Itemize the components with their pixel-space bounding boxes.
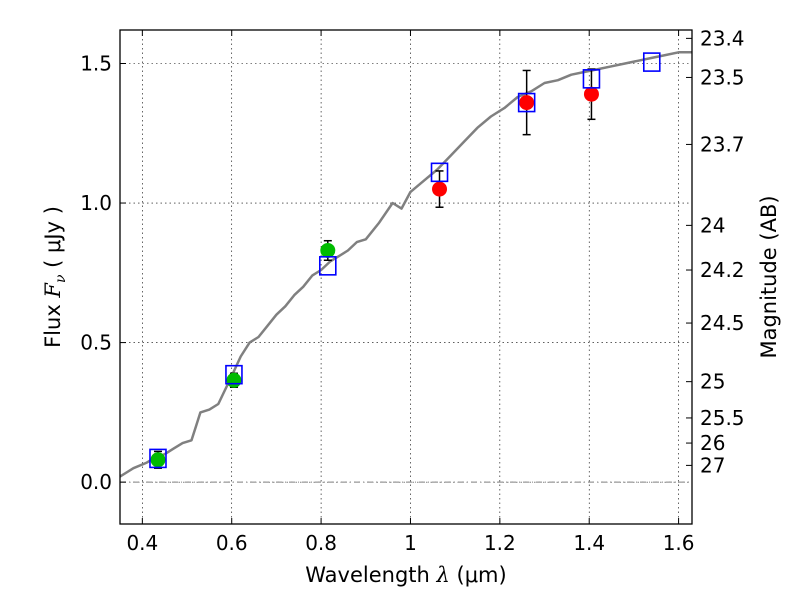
y2-tick-label-1: 23.5 (700, 65, 745, 89)
sed-curve (119, 51, 692, 478)
model-square-0 (149, 448, 167, 469)
y2-tick-label-3: 24 (700, 213, 725, 237)
point-red-0 (432, 181, 448, 197)
ticks (120, 30, 692, 524)
x-tick-label-4: 1.2 (484, 531, 516, 555)
plot-frame (119, 29, 693, 525)
y-tick-label-2: 1.0 (80, 191, 112, 215)
model-square-4 (517, 92, 536, 113)
x-axis-label-suffix: (μm) (450, 563, 507, 587)
y2-tick-label-6: 25 (700, 370, 725, 394)
model-square-5 (582, 69, 601, 89)
y-axis-label-prefix: Flux (41, 298, 65, 348)
y-tick-labels: 0.0 0.5 1.0 1.5 (80, 51, 112, 494)
point-green-1 (226, 372, 242, 388)
x-tick-label-3: 1 (404, 531, 417, 555)
model-square-2 (318, 256, 337, 276)
model-square-6 (642, 52, 661, 72)
y-tick-label-1: 0.5 (80, 331, 112, 355)
x-tick-label-5: 1.4 (573, 531, 605, 555)
y2-tick-label-7: 25.5 (700, 406, 745, 430)
y-tick-label-0: 0.0 (80, 470, 112, 494)
x-axis-label-prefix: Wavelength (305, 563, 436, 587)
point-green-0 (150, 452, 166, 468)
grid (120, 30, 692, 524)
x-tick-labels: 0.4 0.6 0.8 1 1.2 1.4 1.6 (126, 531, 694, 555)
x-axis-label: Wavelength λ (μm) (305, 563, 506, 587)
x-axis-label-symbol: λ (436, 563, 450, 587)
x-tick-label-0: 0.4 (126, 531, 158, 555)
y-axis-label-suffix: ( μJy ) (41, 206, 65, 274)
y2-tick-label-8: 26 (700, 431, 725, 455)
y2-tick-label-0: 23.4 (700, 26, 745, 50)
data-points (150, 86, 599, 468)
x-tick-label-2: 0.8 (305, 531, 337, 555)
y2-axis-label: Magnitude (AB) (757, 195, 781, 358)
point-red-1 (519, 95, 535, 111)
model-square-3 (430, 162, 449, 183)
x-tick-label-6: 1.6 (663, 531, 695, 555)
y-axis-label-subscript: ν (53, 274, 69, 283)
y2-tick-label-5: 24.5 (700, 311, 745, 335)
point-green-2 (320, 242, 336, 258)
y-tick-label-3: 1.5 (80, 51, 112, 75)
model-squares (149, 52, 661, 469)
y2-tick-label-9: 27 (700, 453, 725, 477)
point-red-2 (583, 86, 599, 102)
model-sed-line (119, 51, 692, 478)
model-square-1 (225, 364, 243, 385)
y2-tick-label-4: 24.2 (700, 258, 745, 282)
y2-tick-label-2: 23.7 (700, 132, 745, 156)
errorbars (153, 68, 596, 469)
y-axis-label-symbol: F (41, 282, 65, 299)
y-axis-label: Flux Fν ( μJy ) (41, 206, 69, 348)
x-tick-label-1: 0.6 (216, 531, 248, 555)
